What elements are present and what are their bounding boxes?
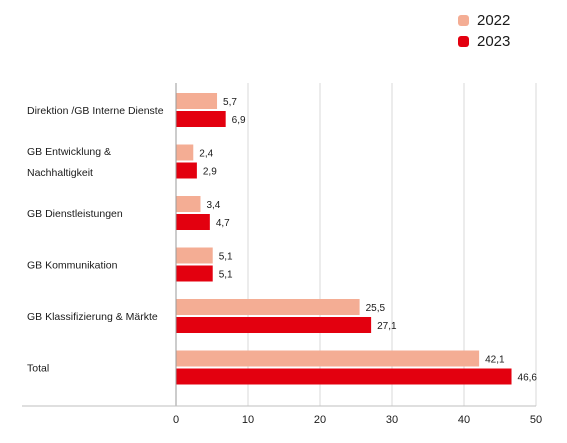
data-label-2023-2: 4,7 (216, 218, 230, 229)
bar-2023-1 (176, 162, 197, 179)
legend-swatch-2023 (458, 35, 469, 47)
category-label-5: Total (27, 363, 49, 375)
x-tick-label-50: 50 (530, 414, 542, 426)
bar-2023-2 (176, 214, 210, 230)
data-label-2022-4: 25,5 (366, 303, 386, 314)
legend-label-2022: 2022 (477, 11, 511, 29)
category-label-3: GB Kommunikation (27, 260, 118, 272)
bar-2023-4 (176, 317, 372, 333)
data-label-2022-2: 3,4 (206, 200, 220, 211)
x-tick-label-40: 40 (458, 414, 470, 426)
bar-2022-4 (176, 299, 360, 315)
category-label-2: GB Dienstleistungen (27, 208, 123, 220)
x-tick-label-0: 0 (173, 414, 179, 426)
legend-label-2023: 2023 (477, 32, 511, 50)
bar-2022-3 (176, 247, 213, 264)
category-label-0: Direktion /GB Interne Dienste (27, 105, 164, 117)
bar-2023-3 (176, 265, 213, 282)
legend-swatch-2022 (458, 14, 469, 26)
legend: 2022 2023 (458, 10, 510, 52)
data-label-2023-1: 2,9 (203, 167, 217, 178)
legend-item-2022: 2022 (458, 10, 510, 30)
data-label-2022-3: 5,1 (219, 252, 233, 263)
bar-2023-5 (176, 368, 512, 385)
bar-2022-0 (176, 93, 218, 109)
data-label-2023-5: 46,6 (518, 373, 538, 384)
bar-2022-5 (176, 350, 480, 367)
x-tick-label-20: 20 (314, 414, 326, 426)
data-label-2023-4: 27,1 (377, 321, 397, 332)
data-label-2022-0: 5,7 (223, 97, 237, 108)
bar-2023-0 (176, 111, 226, 127)
category-label-1-0: GB Entwicklung & (27, 146, 111, 158)
data-label-2022-5: 42,1 (485, 355, 505, 366)
data-label-2023-0: 6,9 (232, 115, 246, 126)
x-tick-label-30: 30 (386, 414, 398, 426)
x-tick-label-10: 10 (242, 414, 254, 426)
bar-2022-2 (176, 196, 201, 212)
legend-item-2023: 2023 (458, 31, 510, 51)
category-label-4: GB Klassifizierung & Märkte (27, 311, 158, 323)
category-label-1-1: Nachhaltigkeit (27, 167, 93, 179)
data-label-2022-1: 2,4 (199, 149, 213, 160)
bar-2022-1 (176, 144, 194, 161)
data-label-2023-3: 5,1 (219, 270, 233, 281)
